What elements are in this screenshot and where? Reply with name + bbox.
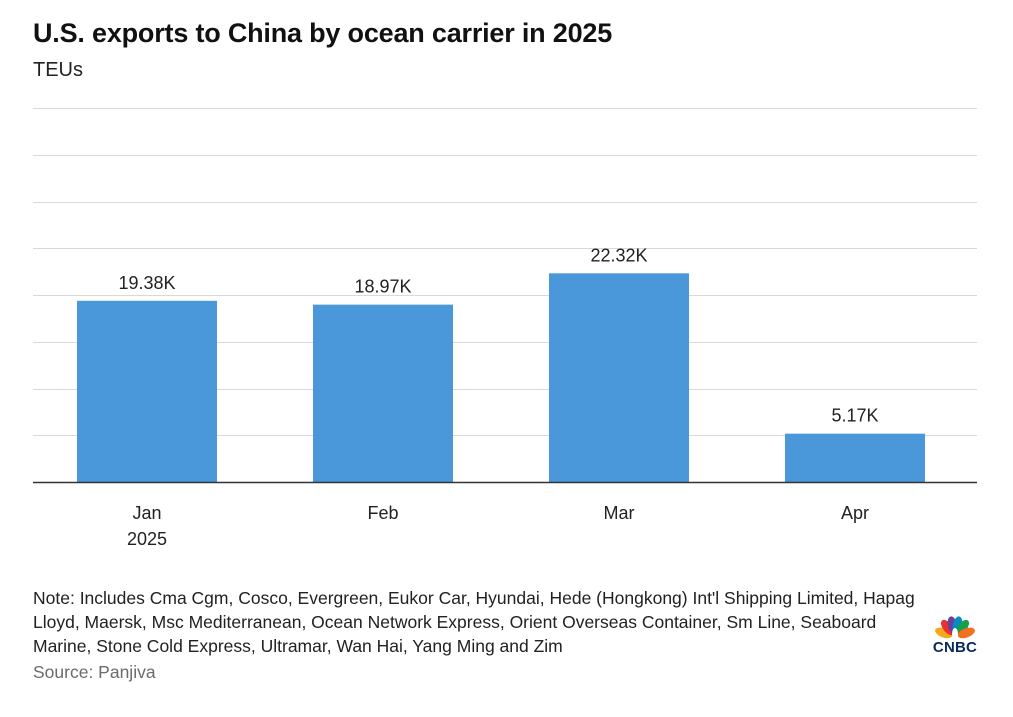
cnbc-logo: CNBC (928, 612, 982, 656)
x-tick-label: Apr (841, 503, 869, 523)
peacock-feather (955, 619, 970, 636)
chart-source: Source: Panjiva (33, 662, 156, 682)
bar (549, 273, 689, 482)
bar (77, 300, 217, 482)
peacock-feather (957, 627, 975, 639)
bar (785, 433, 925, 482)
x-tick-label: Feb (367, 503, 398, 523)
chart-subtitle: TEUs (33, 59, 83, 81)
chart-title: U.S. exports to China by ocean carrier i… (33, 18, 613, 48)
x-tick-label: Jan (132, 503, 161, 523)
peacock-icon (935, 616, 975, 640)
chart-note: Note: Includes Cma Cgm, Cosco, Evergreen… (33, 588, 915, 656)
data-label: 5.17K (831, 406, 878, 426)
data-label: 22.32K (590, 245, 647, 265)
data-label: 19.38K (118, 273, 175, 293)
peacock-body (952, 628, 958, 640)
x-tick-sublabel: 2025 (127, 529, 167, 549)
bar (313, 304, 453, 482)
cnbc-logo-text: CNBC (932, 639, 978, 656)
x-tick-label: Mar (604, 503, 635, 523)
data-label: 18.97K (354, 277, 411, 297)
